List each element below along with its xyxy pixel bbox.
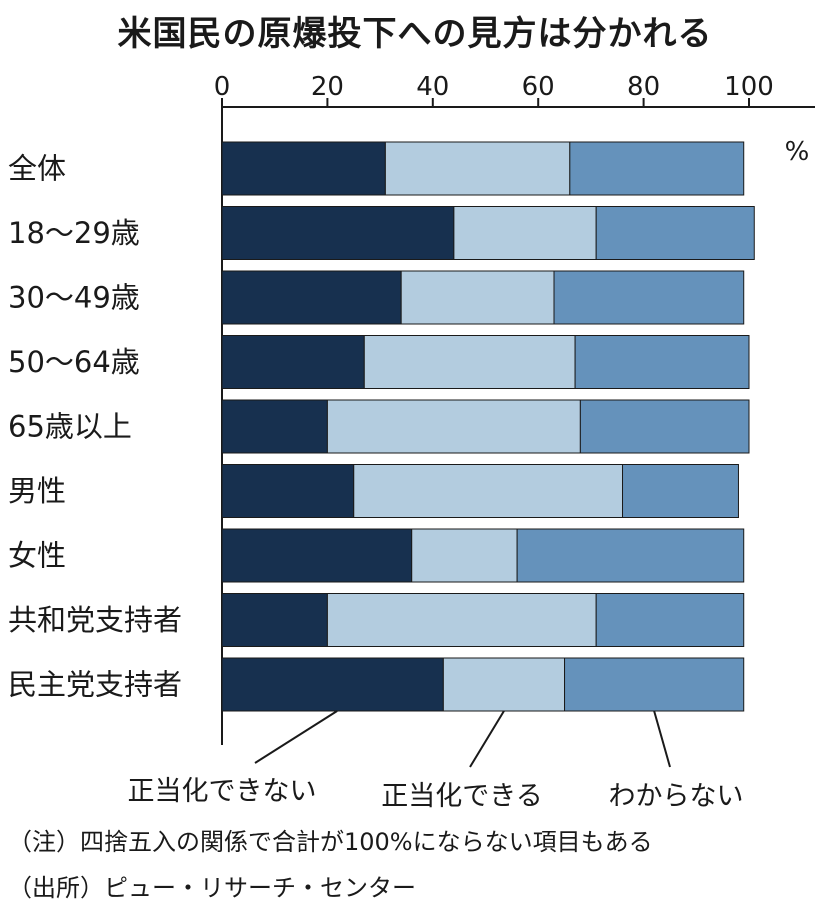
bar-segment <box>326 593 597 647</box>
bar-segment <box>221 270 402 325</box>
category-label: 女性 <box>8 539 66 573</box>
bar-segment <box>553 270 745 325</box>
chart-title: 米国民の原爆投下への見方は分かれる <box>117 14 713 54</box>
category-label: 50〜64歳 <box>8 345 140 379</box>
bar-segment <box>516 528 745 583</box>
category-labels: 全体 18〜29歳 30〜49歳 50〜64歳 65歳以上男性女性共和党支持者民主党支持… <box>8 152 182 702</box>
bar-segment <box>453 206 597 260</box>
x-tick-label: 60 <box>522 72 555 102</box>
bar-segment <box>221 593 328 647</box>
bar-segment <box>326 399 581 454</box>
bar-segment <box>221 335 365 389</box>
bar-segment <box>221 399 328 454</box>
category-label: 男性 <box>8 474 66 508</box>
bar-segment <box>221 528 413 583</box>
note-source: （出所）ピュー・リサーチ・センター <box>8 874 416 902</box>
x-tick-label: 40 <box>416 72 449 102</box>
bar-segment <box>574 335 750 389</box>
note-rounding: （注）四捨五入の関係で合計が100%にならない項目もある <box>8 828 653 856</box>
legend-label: 正当化できない <box>128 776 317 807</box>
bar-segment <box>384 141 571 196</box>
category-label: 全体 <box>8 152 66 186</box>
category-label: 18〜29歳 <box>8 216 140 250</box>
unit-label: % <box>785 137 810 167</box>
bar-segment <box>353 464 624 518</box>
category-label: 民主党支持者 <box>8 668 182 702</box>
bar-segment <box>579 399 750 454</box>
legend-leader-line <box>254 710 338 764</box>
bar-segment <box>564 657 745 712</box>
legend-leader-line <box>469 710 505 768</box>
x-tick-label: 100 <box>724 72 774 102</box>
bar-segment <box>221 141 386 196</box>
bar-segment <box>221 206 455 260</box>
x-tick-label: 0 <box>214 72 231 102</box>
bar-segment <box>221 464 355 518</box>
legend: 正当化できない 正当化できる わからない <box>128 710 744 812</box>
category-label: 65歳以上 <box>8 410 132 444</box>
bar-segment <box>569 141 745 196</box>
bar-segment <box>221 657 444 712</box>
category-label: 30〜49歳 <box>8 281 140 315</box>
bars <box>221 141 755 712</box>
bar-segment <box>595 593 745 647</box>
legend-leader-line <box>653 710 671 768</box>
legend-label: わからない <box>609 781 744 812</box>
bar-segment <box>622 464 739 518</box>
category-label: 共和党支持者 <box>8 603 182 637</box>
bar-segment <box>411 528 518 583</box>
x-tick-label: 80 <box>627 72 660 102</box>
bar-segment <box>442 657 566 712</box>
bar-segment <box>595 206 755 260</box>
bar-segment <box>400 270 555 325</box>
bar-segment <box>363 335 576 389</box>
legend-label: 正当化できる <box>381 781 542 812</box>
x-tick-label: 20 <box>311 72 344 102</box>
